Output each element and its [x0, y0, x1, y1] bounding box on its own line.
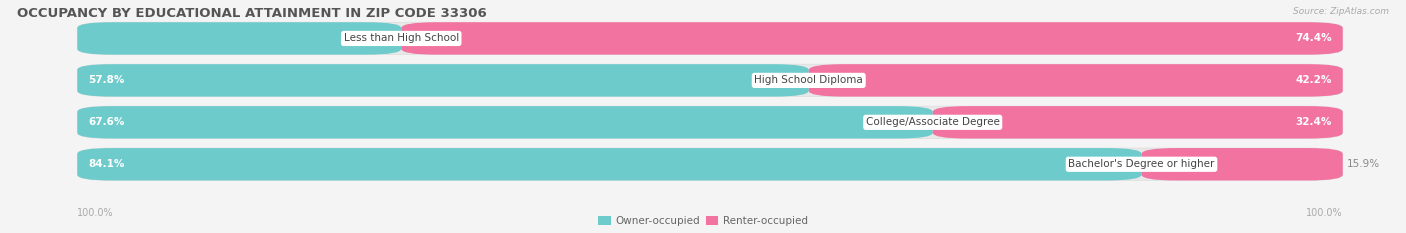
FancyBboxPatch shape — [77, 148, 1343, 180]
Text: Less than High School: Less than High School — [343, 34, 458, 43]
Legend: Owner-occupied, Renter-occupied: Owner-occupied, Renter-occupied — [595, 212, 811, 230]
Text: 74.4%: 74.4% — [1295, 34, 1331, 43]
Text: 100.0%: 100.0% — [77, 208, 114, 218]
FancyBboxPatch shape — [77, 106, 932, 138]
Text: 42.2%: 42.2% — [1295, 75, 1331, 85]
Text: 100.0%: 100.0% — [1306, 208, 1343, 218]
FancyBboxPatch shape — [1142, 148, 1343, 180]
Text: 57.8%: 57.8% — [89, 75, 125, 85]
Text: Bachelor's Degree or higher: Bachelor's Degree or higher — [1069, 159, 1215, 169]
FancyBboxPatch shape — [77, 22, 401, 55]
Text: OCCUPANCY BY EDUCATIONAL ATTAINMENT IN ZIP CODE 33306: OCCUPANCY BY EDUCATIONAL ATTAINMENT IN Z… — [17, 7, 486, 20]
Text: High School Diploma: High School Diploma — [755, 75, 863, 85]
Text: College/Associate Degree: College/Associate Degree — [866, 117, 1000, 127]
Text: 84.1%: 84.1% — [89, 159, 125, 169]
Text: 67.6%: 67.6% — [89, 117, 125, 127]
Text: 32.4%: 32.4% — [1295, 117, 1331, 127]
FancyBboxPatch shape — [77, 22, 1343, 55]
Text: 15.9%: 15.9% — [1347, 159, 1381, 169]
FancyBboxPatch shape — [808, 64, 1343, 96]
Text: Source: ZipAtlas.com: Source: ZipAtlas.com — [1294, 7, 1389, 16]
FancyBboxPatch shape — [77, 106, 1343, 138]
FancyBboxPatch shape — [401, 22, 1343, 55]
Text: 25.6%: 25.6% — [361, 34, 394, 43]
FancyBboxPatch shape — [77, 64, 808, 96]
FancyBboxPatch shape — [77, 148, 1142, 180]
FancyBboxPatch shape — [77, 64, 1343, 96]
FancyBboxPatch shape — [932, 106, 1343, 138]
